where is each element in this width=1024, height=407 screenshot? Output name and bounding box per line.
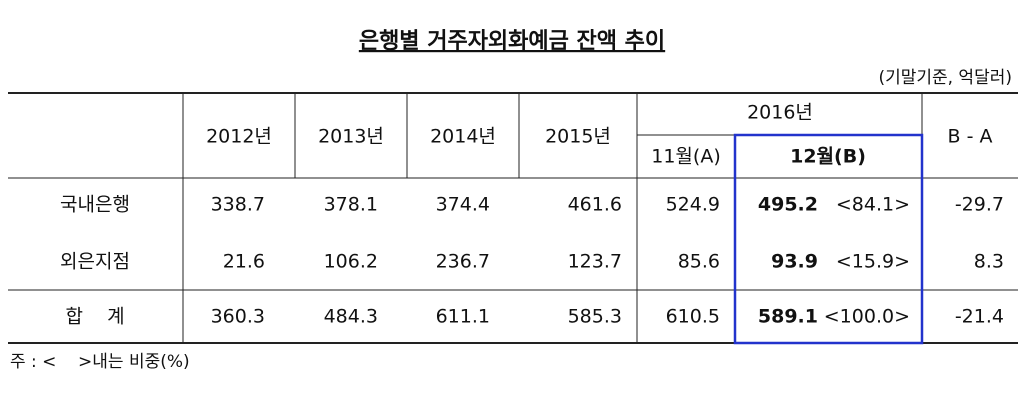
diff-value: -29.7 [955,194,1004,216]
cell-value: 360.3 [211,306,265,328]
share-value: <100.0> [824,306,910,328]
cell-value: 93.9 [771,251,818,273]
row-label: 국내은행 [60,194,130,216]
year-header: 2015년 [545,126,611,148]
cell-value: 589.1 [758,306,818,328]
cell-value: 484.3 [324,306,378,328]
cell-value: 524.9 [666,194,720,216]
share-value: <84.1> [836,194,910,216]
year-header: 2014년 [430,126,496,148]
cell-value: 123.7 [568,251,622,273]
month-header: 11월(A) [651,146,720,168]
row-label: 외은지점 [60,251,130,273]
cell-value: 378.1 [324,194,378,216]
year-header: 2012년 [206,126,272,148]
cell-value: 236.7 [436,251,490,273]
cell-value: 106.2 [324,251,378,273]
diff-value: -21.4 [955,306,1004,328]
cell-value: 610.5 [666,306,720,328]
cell-value: 21.6 [223,251,265,273]
row-label: 합 계 [65,306,124,328]
cell-value: 611.1 [436,306,490,328]
diff-value: 8.3 [974,251,1004,273]
share-value: <15.9> [836,251,910,273]
year-header: 2016년 [747,102,813,124]
table-lines [8,92,1018,345]
cell-value: 374.4 [436,194,490,216]
cell-value: 338.7 [211,194,265,216]
year-header: 2013년 [318,126,384,148]
cell-value: 461.6 [568,194,622,216]
cell-value: 585.3 [568,306,622,328]
cell-value: 85.6 [678,251,720,273]
note: 주 : < >내는 비중(%) [10,352,190,372]
month-header: 12월(B) [790,146,866,168]
diff-header: B - A [948,126,993,148]
cell-value: 495.2 [758,194,818,216]
unit: (기말기준, 억달러) [878,68,1012,88]
title: 은행별 거주자외화예금 잔액 추이 [359,29,665,54]
